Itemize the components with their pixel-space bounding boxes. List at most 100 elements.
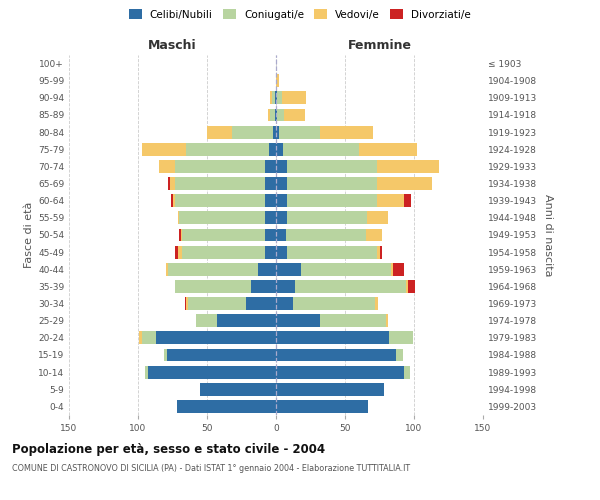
Bar	[389, 332, 413, 344]
Bar	[271, 92, 272, 104]
Bar	[279, 126, 320, 138]
Bar	[276, 74, 279, 87]
Bar	[188, 297, 245, 310]
Text: Maschi: Maschi	[148, 38, 197, 52]
Bar	[301, 263, 391, 276]
Bar	[276, 126, 279, 138]
Bar	[276, 297, 293, 310]
Bar	[164, 348, 167, 362]
Bar	[276, 332, 389, 344]
Bar	[265, 246, 276, 258]
Bar	[276, 212, 287, 224]
Bar	[175, 194, 265, 207]
Bar	[366, 228, 382, 241]
Bar	[276, 160, 287, 173]
Bar	[377, 194, 404, 207]
Bar	[268, 108, 271, 122]
Bar	[376, 297, 378, 310]
Bar	[276, 280, 295, 293]
Bar	[272, 92, 275, 104]
Bar	[295, 280, 406, 293]
Bar	[276, 228, 286, 241]
Bar	[185, 297, 187, 310]
Bar	[217, 314, 276, 327]
Bar	[275, 108, 276, 122]
Bar	[148, 366, 276, 378]
Bar	[386, 314, 388, 327]
Bar	[404, 194, 411, 207]
Bar	[178, 212, 179, 224]
Bar	[275, 92, 276, 104]
Bar	[391, 263, 394, 276]
Text: Femmine: Femmine	[347, 38, 412, 52]
Bar	[404, 366, 410, 378]
Bar	[139, 332, 142, 344]
Bar	[276, 314, 320, 327]
Bar	[145, 366, 148, 378]
Bar	[276, 383, 383, 396]
Bar	[187, 143, 269, 156]
Bar	[265, 177, 276, 190]
Bar	[169, 263, 258, 276]
Bar	[276, 400, 368, 413]
Bar	[171, 194, 173, 207]
Bar	[377, 177, 432, 190]
Bar	[169, 177, 170, 190]
Bar	[207, 126, 232, 138]
Bar	[170, 177, 175, 190]
Bar	[276, 177, 287, 190]
Bar	[293, 297, 376, 310]
Bar	[276, 108, 277, 122]
Bar	[175, 177, 265, 190]
Bar	[232, 126, 273, 138]
Bar	[359, 143, 417, 156]
Bar	[196, 314, 217, 327]
Bar	[187, 297, 188, 310]
Bar	[277, 108, 284, 122]
Bar	[200, 383, 276, 396]
Bar	[380, 246, 382, 258]
Bar	[167, 348, 276, 362]
Bar	[142, 143, 187, 156]
Bar	[286, 228, 366, 241]
Bar	[182, 228, 265, 241]
Text: Popolazione per età, sesso e stato civile - 2004: Popolazione per età, sesso e stato civil…	[12, 442, 325, 456]
Bar	[281, 92, 307, 104]
Bar	[271, 108, 275, 122]
Bar	[173, 194, 175, 207]
Bar	[287, 160, 377, 173]
Bar	[245, 297, 276, 310]
Bar	[276, 263, 301, 276]
Bar	[377, 160, 439, 173]
Bar	[258, 263, 276, 276]
Bar	[320, 314, 386, 327]
Bar	[269, 143, 276, 156]
Bar	[287, 177, 377, 190]
Y-axis label: Anni di nascita: Anni di nascita	[542, 194, 553, 276]
Bar	[276, 194, 287, 207]
Text: COMUNE DI CASTRONOVO DI SICILIA (PA) - Dati ISTAT 1° gennaio 2004 - Elaborazione: COMUNE DI CASTRONOVO DI SICILIA (PA) - D…	[12, 464, 410, 473]
Bar	[179, 228, 181, 241]
Bar	[287, 212, 367, 224]
Legend: Celibi/Nubili, Coniugati/e, Vedovi/e, Divorziati/e: Celibi/Nubili, Coniugati/e, Vedovi/e, Di…	[125, 5, 475, 24]
Bar	[251, 280, 276, 293]
Bar	[265, 228, 276, 241]
Bar	[175, 160, 265, 173]
Bar	[265, 160, 276, 173]
Bar	[175, 246, 178, 258]
Bar	[320, 126, 373, 138]
Bar	[276, 143, 283, 156]
Bar	[277, 92, 281, 104]
Bar	[394, 263, 404, 276]
Bar	[156, 332, 276, 344]
Bar	[287, 246, 377, 258]
Bar	[377, 246, 380, 258]
Bar	[367, 212, 388, 224]
Bar	[276, 348, 396, 362]
Bar	[406, 280, 409, 293]
Bar	[182, 246, 265, 258]
Bar	[283, 143, 359, 156]
Bar	[287, 194, 377, 207]
Bar	[179, 212, 265, 224]
Bar	[276, 366, 404, 378]
